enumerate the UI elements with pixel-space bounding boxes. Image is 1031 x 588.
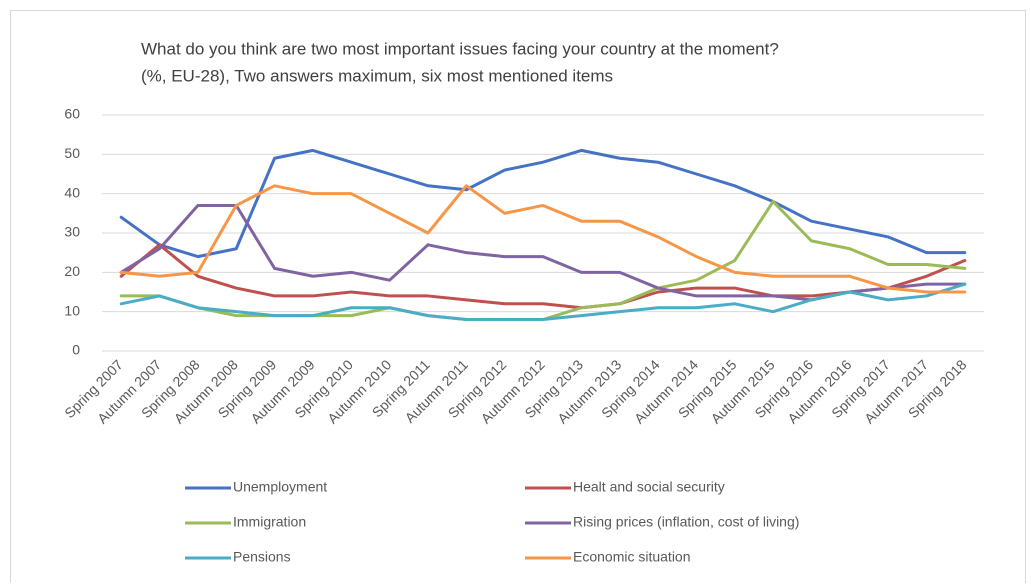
y-tick-label: 20 xyxy=(64,263,80,279)
chart-title: What do you think are two most important… xyxy=(141,39,779,58)
y-tick-label: 0 xyxy=(72,342,80,358)
legend-label: Economic situation xyxy=(573,549,691,565)
chart-subtitle: (%, EU-28), Two answers maximum, six mos… xyxy=(141,66,613,85)
y-tick-label: 40 xyxy=(64,184,80,200)
y-tick-label: 50 xyxy=(64,145,80,161)
legend-label: Rising prices (inflation, cost of living… xyxy=(573,514,799,530)
legend-label: Healt and social security xyxy=(573,479,725,495)
series-line xyxy=(119,282,967,322)
legend-label: Pensions xyxy=(233,549,291,565)
y-tick-label: 30 xyxy=(64,224,80,240)
series-line xyxy=(119,148,967,259)
y-tick-label: 10 xyxy=(64,302,80,318)
y-tick-label: 60 xyxy=(64,106,80,122)
series-line xyxy=(119,243,967,310)
legend-label: Immigration xyxy=(233,514,306,530)
series-line xyxy=(119,184,967,294)
legend-label: Unemployment xyxy=(233,479,327,495)
